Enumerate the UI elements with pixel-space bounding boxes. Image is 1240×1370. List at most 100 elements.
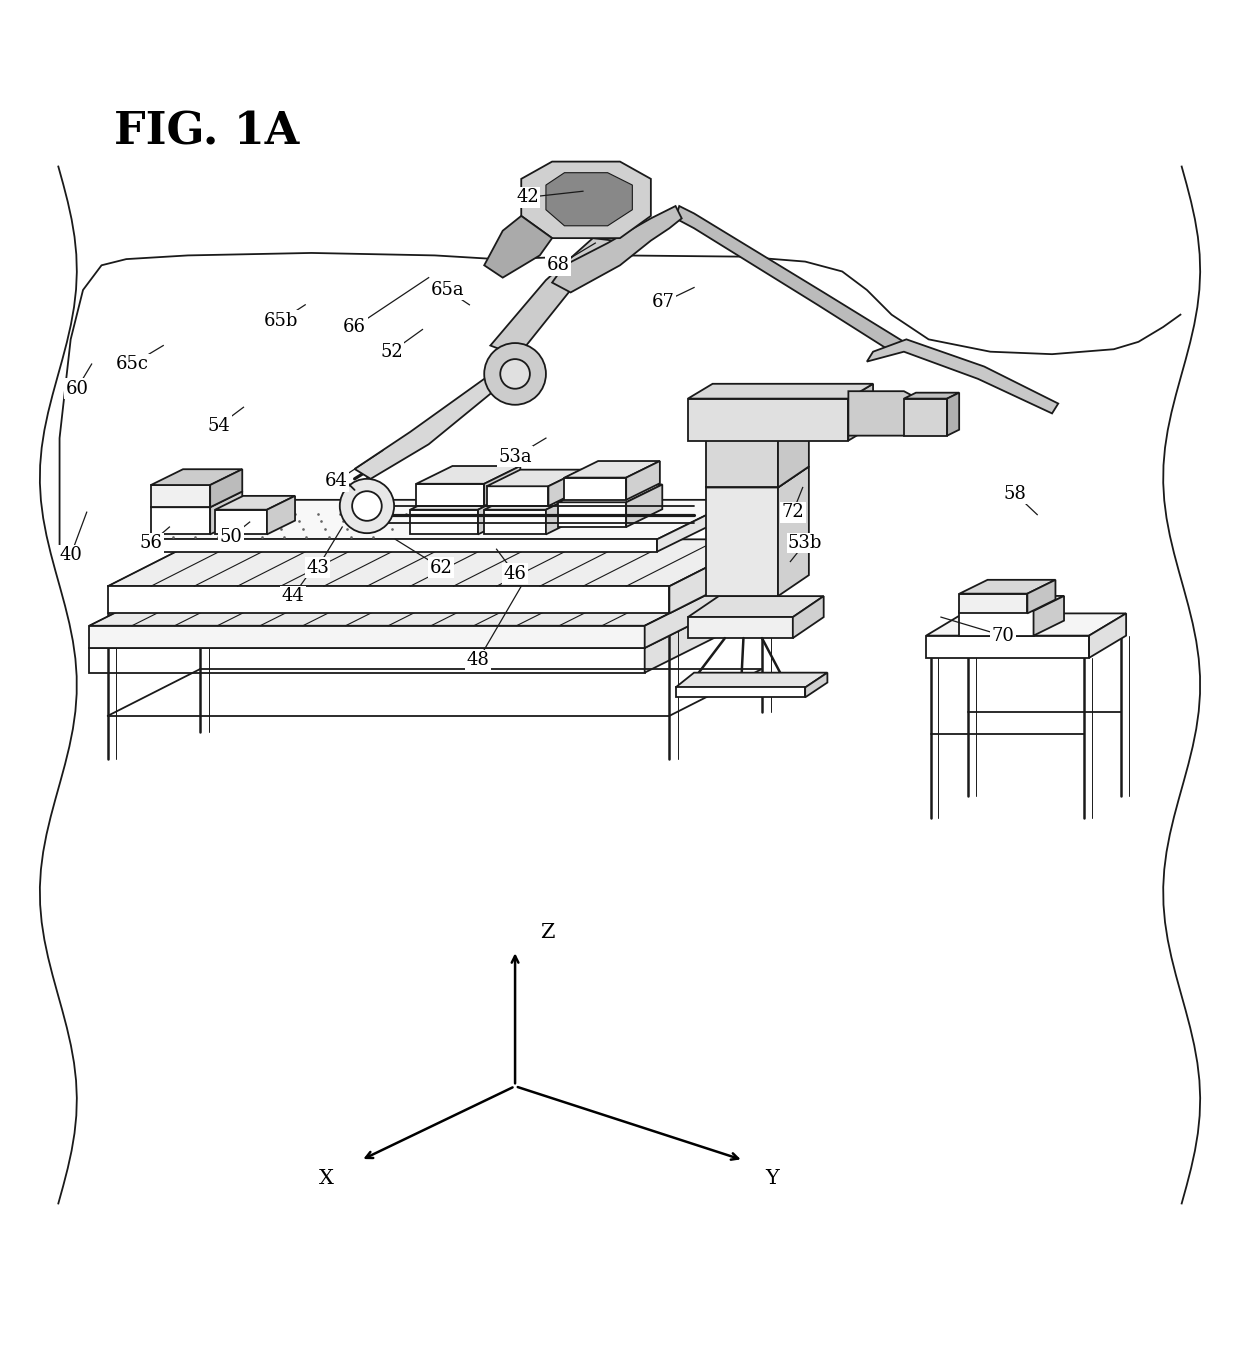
Polygon shape <box>486 486 548 506</box>
Text: 65c: 65c <box>115 355 149 373</box>
Polygon shape <box>1033 596 1064 636</box>
Text: 68: 68 <box>547 256 569 274</box>
Polygon shape <box>904 393 960 399</box>
Polygon shape <box>108 540 761 586</box>
Polygon shape <box>688 596 823 617</box>
Polygon shape <box>151 485 210 507</box>
Text: 50: 50 <box>219 527 243 545</box>
Polygon shape <box>546 493 579 534</box>
Text: 56: 56 <box>139 534 162 552</box>
Polygon shape <box>960 593 1028 614</box>
Polygon shape <box>486 470 582 486</box>
Text: X: X <box>319 1169 334 1188</box>
Polygon shape <box>479 492 515 534</box>
Polygon shape <box>1028 580 1055 614</box>
Polygon shape <box>417 484 484 506</box>
Polygon shape <box>805 673 827 697</box>
Polygon shape <box>410 492 515 510</box>
Polygon shape <box>645 599 744 673</box>
Polygon shape <box>707 419 777 488</box>
Polygon shape <box>960 611 1033 636</box>
Polygon shape <box>904 399 947 436</box>
Polygon shape <box>848 392 923 436</box>
Polygon shape <box>417 466 521 484</box>
Text: 67: 67 <box>652 293 675 311</box>
Polygon shape <box>558 485 662 503</box>
Text: 60: 60 <box>66 379 88 397</box>
Polygon shape <box>947 393 960 436</box>
Text: 65b: 65b <box>263 312 298 330</box>
Polygon shape <box>558 503 626 527</box>
Polygon shape <box>89 626 645 648</box>
Polygon shape <box>521 162 651 238</box>
Polygon shape <box>546 173 632 226</box>
Polygon shape <box>145 540 657 552</box>
Text: 58: 58 <box>1003 485 1027 503</box>
Text: 40: 40 <box>60 547 82 564</box>
Polygon shape <box>151 469 242 485</box>
Polygon shape <box>89 577 744 626</box>
Polygon shape <box>867 340 1058 414</box>
Polygon shape <box>564 462 660 478</box>
Polygon shape <box>484 493 579 510</box>
Polygon shape <box>688 616 792 638</box>
Polygon shape <box>792 596 823 638</box>
Polygon shape <box>145 500 738 540</box>
Polygon shape <box>960 596 1064 611</box>
Polygon shape <box>676 673 827 688</box>
Polygon shape <box>688 399 848 441</box>
Text: 62: 62 <box>429 559 453 577</box>
Text: 43: 43 <box>306 559 329 577</box>
Text: Z: Z <box>539 923 554 941</box>
Polygon shape <box>626 485 662 527</box>
Polygon shape <box>490 238 614 352</box>
Polygon shape <box>552 206 682 292</box>
Polygon shape <box>626 462 660 500</box>
Polygon shape <box>645 577 744 648</box>
Polygon shape <box>657 500 738 552</box>
Polygon shape <box>210 469 242 507</box>
Text: Y: Y <box>765 1169 780 1188</box>
Polygon shape <box>926 636 1089 658</box>
Polygon shape <box>89 599 744 648</box>
Circle shape <box>340 479 394 533</box>
Text: 72: 72 <box>781 503 805 521</box>
Polygon shape <box>484 466 521 506</box>
Polygon shape <box>210 492 242 534</box>
Polygon shape <box>548 470 582 506</box>
Polygon shape <box>670 540 761 614</box>
Polygon shape <box>215 496 295 510</box>
Polygon shape <box>89 648 645 673</box>
Text: 44: 44 <box>281 588 304 606</box>
Polygon shape <box>564 478 626 500</box>
Polygon shape <box>926 614 1126 636</box>
Text: 46: 46 <box>503 564 527 582</box>
Text: 54: 54 <box>207 416 231 434</box>
Circle shape <box>484 342 546 404</box>
Polygon shape <box>215 510 267 534</box>
Text: 48: 48 <box>466 651 490 670</box>
Polygon shape <box>676 688 805 697</box>
Polygon shape <box>151 507 210 534</box>
Polygon shape <box>1089 614 1126 658</box>
Text: 66: 66 <box>343 318 366 336</box>
Polygon shape <box>707 399 808 419</box>
Text: 65a: 65a <box>430 281 464 299</box>
Polygon shape <box>688 384 873 399</box>
Polygon shape <box>777 467 808 596</box>
Polygon shape <box>355 367 515 480</box>
Polygon shape <box>676 206 904 352</box>
Text: 52: 52 <box>381 342 403 360</box>
Polygon shape <box>484 510 546 534</box>
Polygon shape <box>151 492 242 507</box>
Polygon shape <box>108 586 670 614</box>
Polygon shape <box>960 580 1055 593</box>
Polygon shape <box>707 467 808 488</box>
Circle shape <box>352 492 382 521</box>
Text: 64: 64 <box>325 473 347 490</box>
Polygon shape <box>484 216 552 278</box>
Text: 53a: 53a <box>498 448 532 466</box>
Text: FIG. 1A: FIG. 1A <box>114 111 299 153</box>
Polygon shape <box>777 399 808 488</box>
Polygon shape <box>848 384 873 441</box>
